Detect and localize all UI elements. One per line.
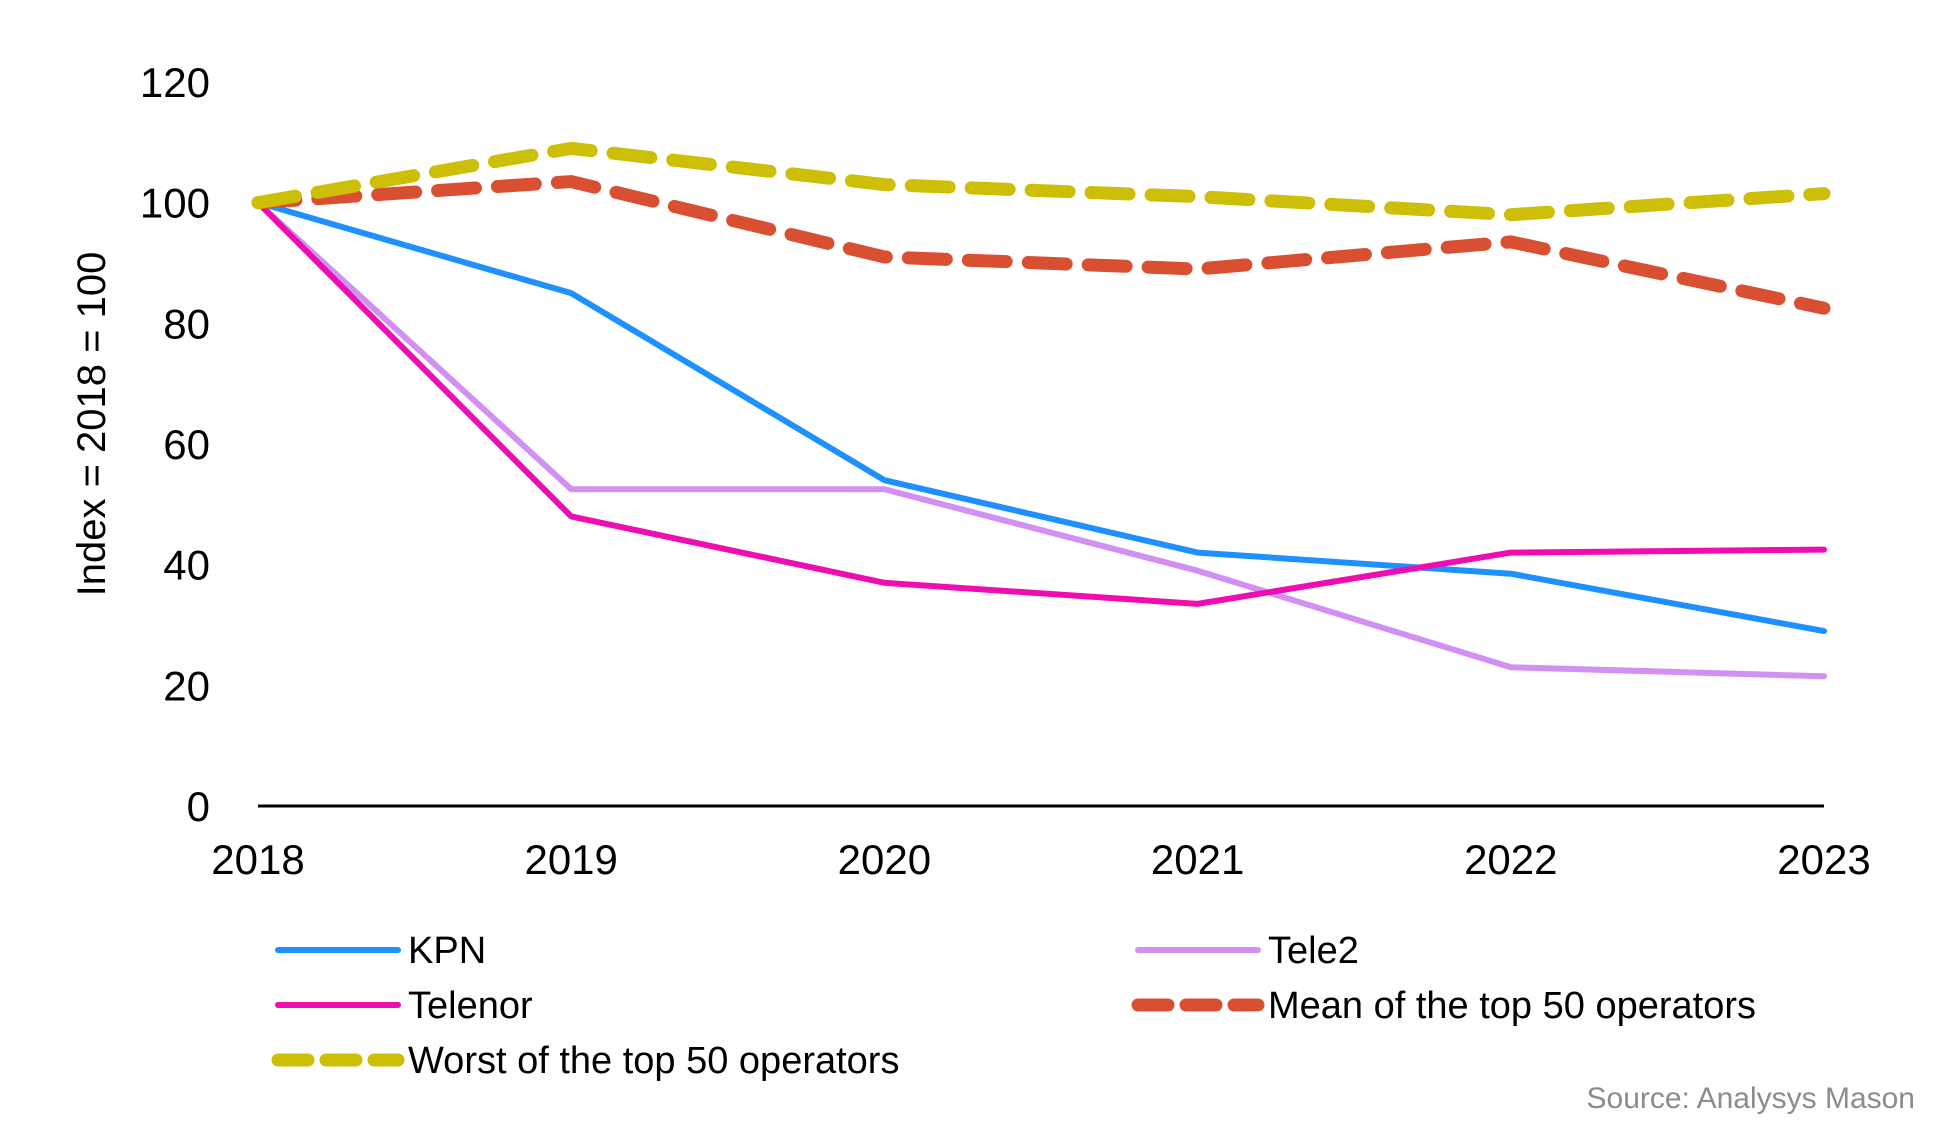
source-note: Source: Analysys Mason bbox=[1587, 1082, 1916, 1115]
legend-label: Telenor bbox=[408, 985, 533, 1027]
y-tick-label: 80 bbox=[163, 300, 210, 347]
y-tick-label: 60 bbox=[163, 421, 210, 468]
series-line-telenor bbox=[255, 199, 1827, 607]
y-tick-label: 120 bbox=[140, 59, 210, 106]
x-tick-label: 2018 bbox=[211, 836, 304, 883]
y-tick-label: 20 bbox=[163, 662, 210, 709]
y-axis-ticks: 0 20 40 60 80 100 120 bbox=[140, 59, 210, 830]
x-tick-label: 2019 bbox=[524, 836, 617, 883]
y-tick-label: 40 bbox=[163, 542, 210, 589]
x-axis-ticks: 2018 2019 2020 2021 2022 2023 bbox=[211, 836, 1870, 883]
legend-label: Mean of the top 50 operators bbox=[1268, 985, 1756, 1027]
legend-label: KPN bbox=[408, 930, 486, 972]
series-line-kpn bbox=[255, 199, 1827, 635]
x-tick-label: 2022 bbox=[1464, 836, 1557, 883]
series-lines bbox=[251, 141, 1831, 680]
y-tick-label: 0 bbox=[187, 783, 210, 830]
y-axis-title: Index = 2018 = 100 bbox=[70, 252, 114, 597]
series-line-worst-of-the-top-50-operators bbox=[251, 141, 1831, 222]
legend-label: Tele2 bbox=[1268, 930, 1359, 972]
series-line-tele2 bbox=[255, 199, 1827, 680]
x-tick-label: 2020 bbox=[838, 836, 931, 883]
y-tick-label: 100 bbox=[140, 180, 210, 227]
x-tick-label: 2023 bbox=[1777, 836, 1870, 883]
legend: KPN Tele2 Telenor Mean of the top 50 operat… bbox=[271, 930, 1756, 1082]
legend-label: Worst of the top 50 operators bbox=[408, 1040, 899, 1082]
series-line-mean-of-the-top-50-operators bbox=[251, 175, 1831, 315]
x-tick-label: 2021 bbox=[1151, 836, 1244, 883]
